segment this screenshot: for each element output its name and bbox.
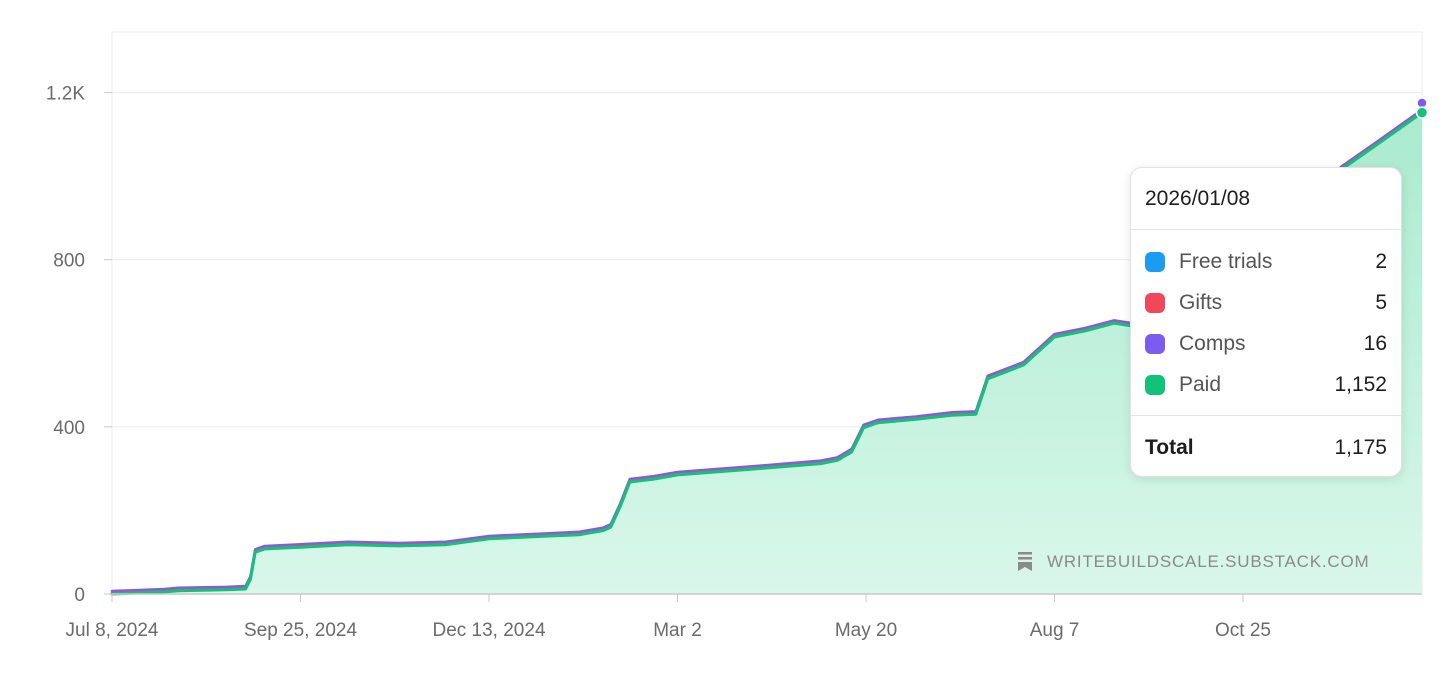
x-tick-label: Mar 2: [653, 620, 702, 641]
tooltip-row-label: Paid: [1179, 373, 1222, 396]
tooltip-row-value: 5: [1375, 291, 1387, 314]
x-tick-label: May 20: [835, 620, 897, 641]
tooltip-row-paid: Paid 1,152: [1145, 371, 1387, 399]
paid-swatch: [1145, 375, 1165, 395]
y-tick-label: 800: [53, 251, 85, 272]
x-tick-label: Jul 8, 2024: [66, 620, 159, 641]
x-tick-label: Sep 25, 2024: [244, 620, 357, 641]
watermark: WRITEBUILDSCALE.SUBSTACK.COM: [1018, 552, 1369, 571]
comps-swatch: [1145, 334, 1165, 354]
watermark-text: WRITEBUILDSCALE.SUBSTACK.COM: [1047, 552, 1369, 571]
substack-bookmark-icon: [1018, 552, 1032, 571]
y-tick-label: 400: [53, 418, 85, 439]
tooltip-row-gifts: Gifts 5: [1145, 289, 1387, 317]
x-tick-label: Dec 13, 2024: [432, 620, 545, 641]
tooltip-row-value: 16: [1363, 332, 1387, 355]
tooltip-divider: [1131, 415, 1401, 416]
tooltip-row-comps: Comps 16: [1145, 330, 1387, 358]
tooltip-divider: [1131, 229, 1401, 230]
tooltip-total-row: Total 1,175: [1145, 434, 1387, 462]
free-trials-swatch: [1145, 252, 1165, 272]
paid-endpoint-marker: [1415, 106, 1429, 119]
tooltip-row-label: Gifts: [1179, 291, 1223, 314]
tooltip-row-free-trials: Free trials 2: [1145, 248, 1387, 276]
paid-area: [112, 112, 1422, 594]
tooltip-row-label: Free trials: [1179, 250, 1273, 273]
tooltip-total-label: Total: [1145, 436, 1194, 459]
y-tick-label: 1.2K: [46, 84, 85, 105]
tooltip-row-label: Comps: [1179, 332, 1246, 355]
tooltip-date: 2026/01/08: [1145, 187, 1251, 210]
tooltip-row-value: 2: [1375, 250, 1387, 273]
y-tick-label: 0: [74, 585, 85, 606]
axes: 0 400 800 1.2K Jul 8, 2024 Sep 25, 2024 Dec 13…: [46, 84, 1422, 641]
x-tick-label: Aug 7: [1030, 620, 1080, 641]
tooltip: 2026/01/08 Free trials 2 Gifts 5 Comps 1…: [1130, 167, 1402, 477]
tooltip-total-value: 1,175: [1334, 436, 1387, 459]
area-layer: [112, 112, 1422, 594]
tooltip-row-value: 1,152: [1334, 373, 1387, 396]
gifts-swatch: [1145, 293, 1165, 313]
x-tick-label: Oct 25: [1215, 620, 1271, 641]
